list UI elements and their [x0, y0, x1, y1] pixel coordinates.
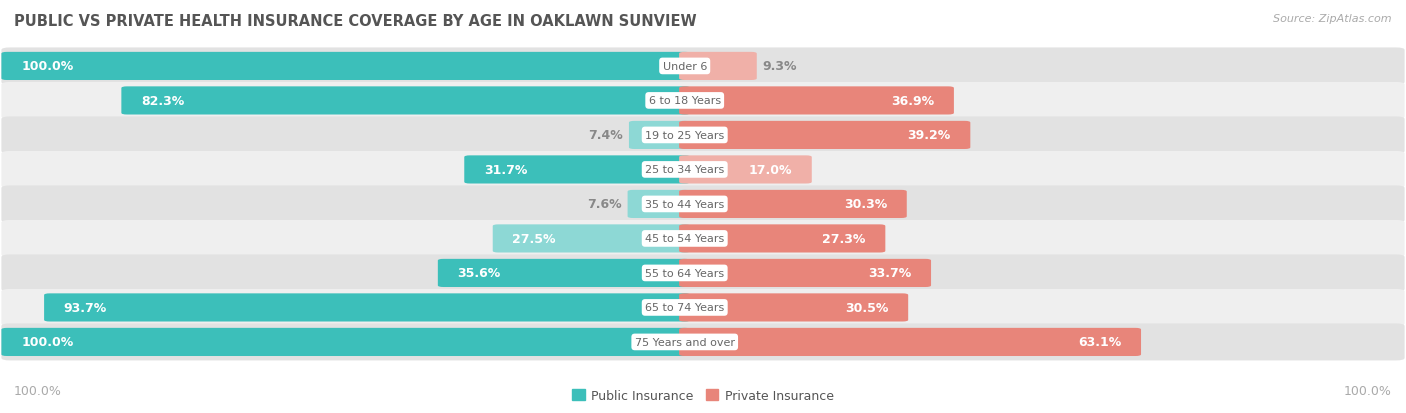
FancyBboxPatch shape	[679, 53, 756, 81]
FancyBboxPatch shape	[1, 48, 1405, 85]
FancyBboxPatch shape	[679, 259, 931, 287]
FancyBboxPatch shape	[627, 190, 690, 218]
Text: 63.1%: 63.1%	[1078, 336, 1122, 349]
Text: 7.6%: 7.6%	[588, 198, 621, 211]
Text: Source: ZipAtlas.com: Source: ZipAtlas.com	[1274, 14, 1392, 24]
Text: PUBLIC VS PRIVATE HEALTH INSURANCE COVERAGE BY AGE IN OAKLAWN SUNVIEW: PUBLIC VS PRIVATE HEALTH INSURANCE COVER…	[14, 14, 697, 29]
Text: 9.3%: 9.3%	[762, 60, 797, 73]
Text: 39.2%: 39.2%	[907, 129, 950, 142]
Text: 35.6%: 35.6%	[457, 267, 501, 280]
FancyBboxPatch shape	[121, 87, 690, 115]
Text: 17.0%: 17.0%	[748, 164, 792, 176]
Text: 35 to 44 Years: 35 to 44 Years	[645, 199, 724, 209]
Text: 100.0%: 100.0%	[14, 384, 62, 397]
FancyBboxPatch shape	[44, 294, 690, 322]
FancyBboxPatch shape	[1, 83, 1405, 120]
FancyBboxPatch shape	[679, 225, 886, 253]
Text: 100.0%: 100.0%	[21, 336, 73, 349]
Text: 7.4%: 7.4%	[589, 129, 623, 142]
Text: 27.3%: 27.3%	[823, 233, 866, 245]
FancyBboxPatch shape	[679, 294, 908, 322]
FancyBboxPatch shape	[1, 186, 1405, 223]
Text: Under 6: Under 6	[662, 62, 707, 72]
FancyBboxPatch shape	[1, 117, 1405, 154]
Text: 30.3%: 30.3%	[844, 198, 887, 211]
FancyBboxPatch shape	[679, 328, 1142, 356]
Text: 100.0%: 100.0%	[21, 60, 73, 73]
Text: 27.5%: 27.5%	[512, 233, 555, 245]
FancyBboxPatch shape	[1, 255, 1405, 292]
Text: 100.0%: 100.0%	[1344, 384, 1392, 397]
FancyBboxPatch shape	[1, 328, 690, 356]
Text: 31.7%: 31.7%	[484, 164, 527, 176]
FancyBboxPatch shape	[679, 121, 970, 150]
FancyBboxPatch shape	[1, 289, 1405, 326]
Legend: Public Insurance, Private Insurance: Public Insurance, Private Insurance	[567, 384, 839, 407]
Text: 75 Years and over: 75 Years and over	[634, 337, 735, 347]
Text: 19 to 25 Years: 19 to 25 Years	[645, 131, 724, 140]
FancyBboxPatch shape	[437, 259, 690, 287]
Text: 93.7%: 93.7%	[63, 301, 107, 314]
Text: 25 to 34 Years: 25 to 34 Years	[645, 165, 724, 175]
Text: 82.3%: 82.3%	[141, 95, 184, 108]
Text: 55 to 64 Years: 55 to 64 Years	[645, 268, 724, 278]
Text: 45 to 54 Years: 45 to 54 Years	[645, 234, 724, 244]
Text: 6 to 18 Years: 6 to 18 Years	[648, 96, 721, 106]
FancyBboxPatch shape	[1, 152, 1405, 188]
FancyBboxPatch shape	[679, 87, 953, 115]
FancyBboxPatch shape	[1, 324, 1405, 361]
FancyBboxPatch shape	[1, 221, 1405, 257]
Text: 36.9%: 36.9%	[891, 95, 934, 108]
Text: 65 to 74 Years: 65 to 74 Years	[645, 303, 724, 313]
Text: 33.7%: 33.7%	[868, 267, 911, 280]
FancyBboxPatch shape	[464, 156, 690, 184]
FancyBboxPatch shape	[1, 53, 690, 81]
FancyBboxPatch shape	[492, 225, 690, 253]
Text: 30.5%: 30.5%	[845, 301, 889, 314]
FancyBboxPatch shape	[679, 190, 907, 218]
FancyBboxPatch shape	[628, 121, 690, 150]
FancyBboxPatch shape	[679, 156, 811, 184]
